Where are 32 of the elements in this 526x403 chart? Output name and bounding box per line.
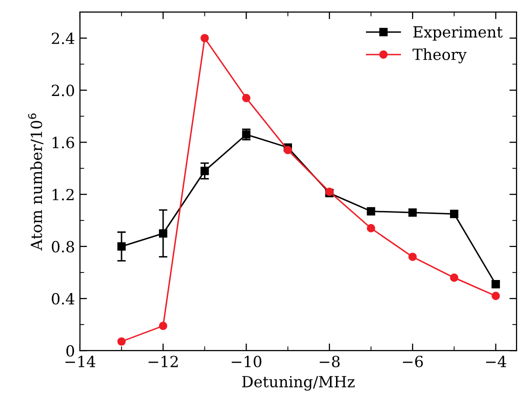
point	[242, 94, 250, 102]
point	[450, 210, 458, 218]
legend-label: Experiment	[413, 26, 503, 41]
point	[492, 292, 500, 300]
y-tick-label: 1.2	[52, 188, 74, 200]
point	[284, 146, 292, 154]
y-tick-label: 0	[66, 345, 74, 357]
point	[366, 207, 376, 216]
x-tick-label: −8	[320, 356, 340, 368]
x-tick-label: −10	[232, 356, 262, 368]
point	[408, 208, 417, 217]
y-tick-label: 1.6	[52, 136, 74, 148]
y-tick-label: 2.0	[52, 84, 74, 96]
y-tick-label: 0.4	[52, 292, 74, 305]
legend-label: Theory	[412, 48, 467, 64]
y-tick-label: 2.4	[52, 32, 74, 44]
point	[158, 322, 168, 330]
point	[366, 224, 376, 232]
point	[117, 337, 126, 346]
y-axis-title: Atom number/10$^{6}$	[28, 114, 44, 250]
x-tick-label: −14	[65, 356, 96, 368]
point	[408, 252, 417, 262]
point	[200, 34, 209, 42]
x-tick-label: −4	[486, 356, 506, 368]
point	[200, 166, 209, 176]
x-axis-title: Detuning/MHz	[242, 376, 355, 391]
x-tick-label: −12	[148, 356, 178, 368]
point	[450, 274, 458, 282]
x-tick-label: −6	[402, 356, 423, 368]
y-tick-label: 0.8	[52, 240, 74, 252]
point	[158, 229, 168, 238]
point	[117, 242, 126, 251]
